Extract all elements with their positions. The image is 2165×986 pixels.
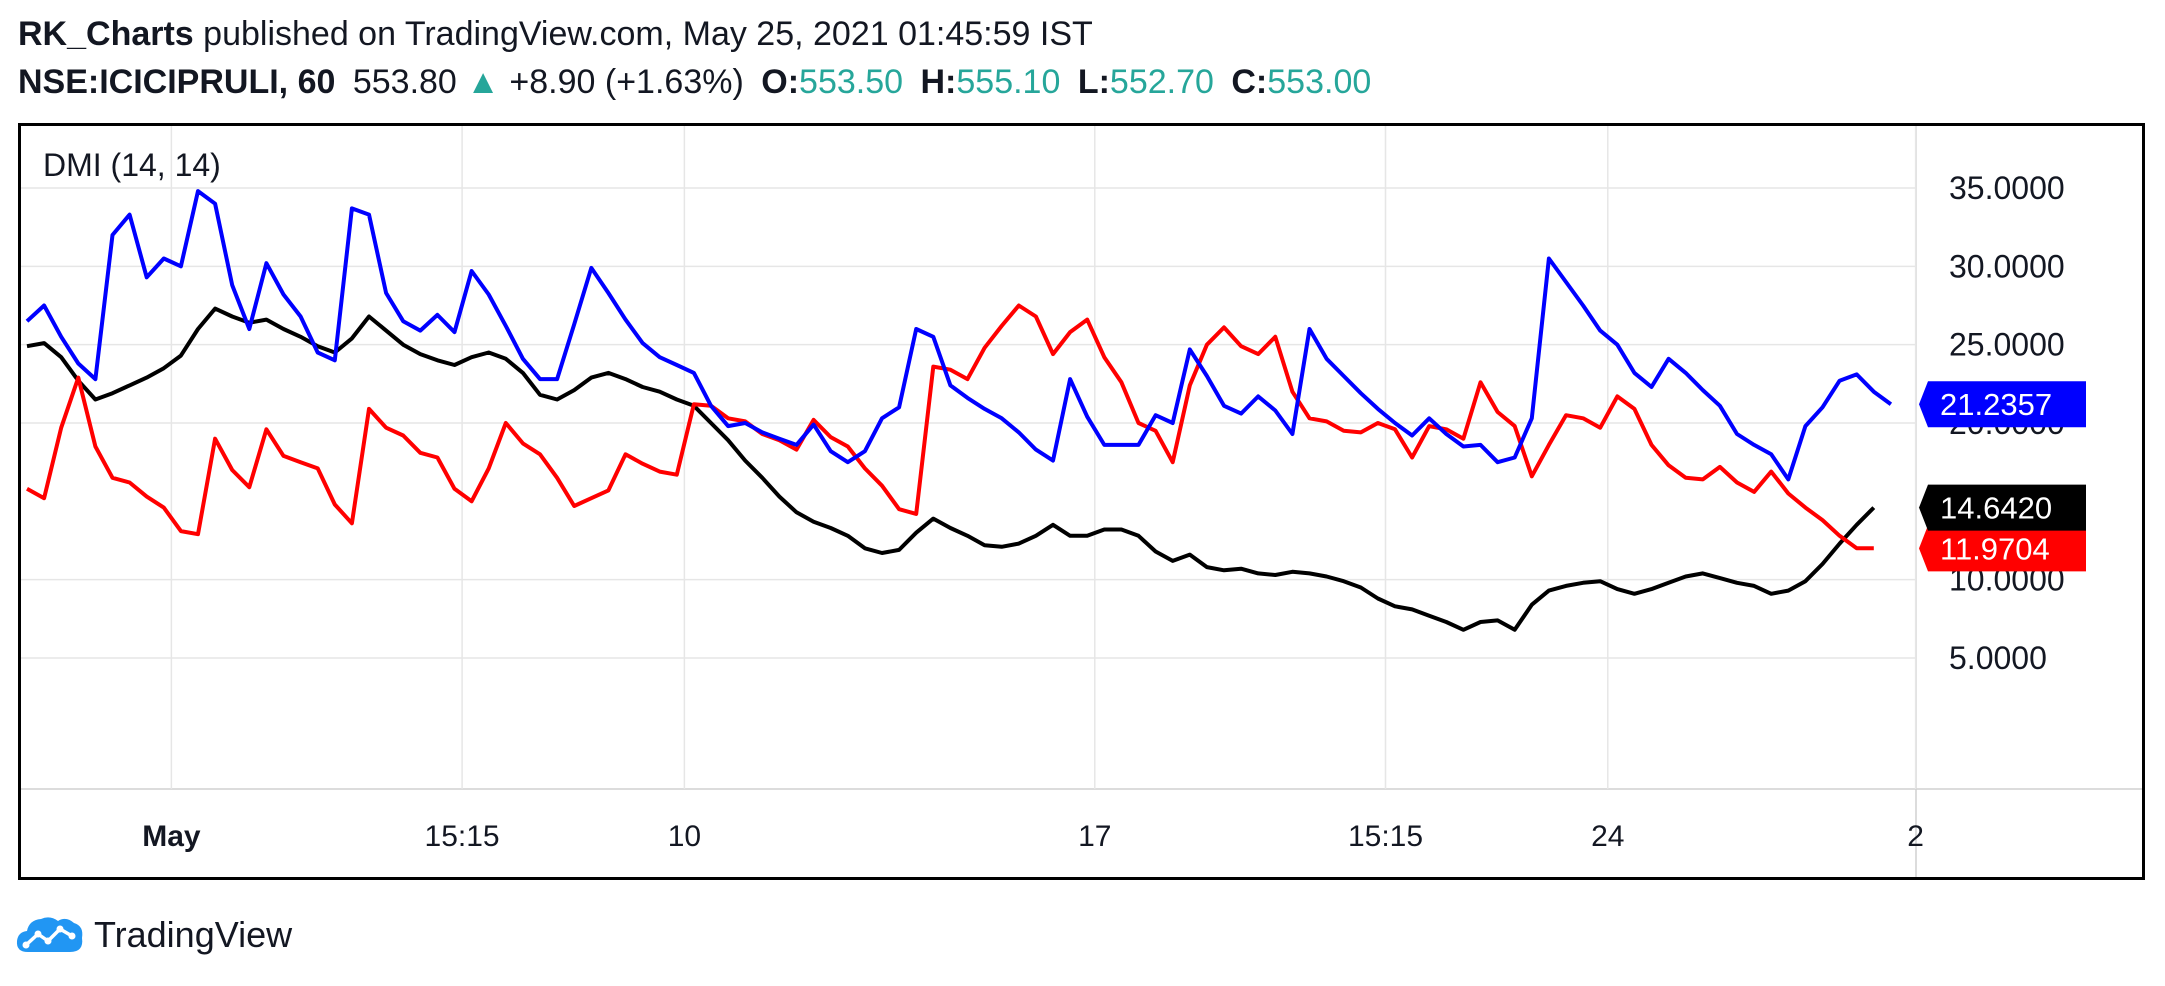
last-value-badges: 21.2357 11.9704 14.6420: [1919, 381, 2086, 572]
close-value: 553.00: [1267, 63, 1372, 101]
open-label: O:: [761, 63, 800, 101]
y-tick-label: 30.0000: [1949, 248, 2065, 284]
author-name[interactable]: RK_Charts: [18, 15, 194, 53]
x-tick-label: 24: [1591, 820, 1624, 853]
publish-line: RK_Charts published on TradingView.com, …: [18, 10, 1371, 58]
published-text: published on TradingView.com, May 25, 20…: [203, 15, 1093, 53]
chart-header: RK_Charts published on TradingView.com, …: [18, 10, 1371, 106]
tradingview-cloud-icon: [16, 917, 83, 952]
low-value: 552.70: [1109, 63, 1214, 101]
last-value-label: 11.9704: [1940, 531, 2050, 566]
low-label: L:: [1077, 63, 1110, 101]
high-value: 555.10: [956, 63, 1061, 101]
grid-lines: [21, 126, 2142, 877]
x-tick-label: 10: [668, 820, 701, 853]
dmi-chart[interactable]: 35.000030.000025.000020.000010.00005.000…: [21, 126, 2142, 877]
x-tick-label: 2: [1907, 820, 1924, 853]
y-tick-label: 25.0000: [1949, 327, 2065, 363]
series-line-adx[interactable]: [26, 306, 1876, 632]
footer-brand-text: TradingView: [94, 914, 293, 955]
series-line-plusminus-di[interactable]: [25, 189, 1893, 482]
high-label: H:: [920, 63, 957, 101]
footer-brand[interactable]: TradingView: [14, 910, 292, 960]
last-value-label: 21.2357: [1940, 387, 2052, 422]
indicator-title[interactable]: DMI (14, 14): [43, 147, 221, 183]
last-value-badge[interactable]: 11.9704: [1919, 525, 2086, 572]
x-tick-label: 15:15: [425, 820, 500, 853]
y-tick-label: 35.0000: [1949, 170, 2065, 206]
close-label: C:: [1231, 63, 1268, 101]
last-price: 553.80: [352, 63, 457, 101]
series-lines: [25, 189, 1893, 632]
x-tick-label: May: [142, 820, 201, 853]
x-axis[interactable]: May 15:15 10 17 15:15 24 2: [142, 820, 1924, 853]
up-arrow-icon: ▲: [466, 63, 500, 101]
chart-frame[interactable]: 35.000030.000025.000020.000010.00005.000…: [18, 123, 2145, 880]
x-tick-label: 17: [1078, 820, 1111, 853]
price-change: +8.90 (+1.63%): [509, 63, 744, 101]
x-tick-label: 15:15: [1348, 820, 1423, 853]
y-tick-label: 5.0000: [1949, 640, 2047, 676]
last-value-label: 14.6420: [1940, 491, 2052, 526]
symbol-label[interactable]: NSE:ICICIPRULI, 60: [18, 63, 336, 101]
open-value: 553.50: [799, 63, 904, 101]
last-value-badge[interactable]: 21.2357: [1919, 381, 2086, 428]
quote-line: NSE:ICICIPRULI, 60 553.80 ▲ +8.90 (+1.63…: [18, 58, 1371, 106]
series-line-minus-di[interactable]: [26, 303, 1874, 551]
last-value-badge[interactable]: 14.6420: [1919, 484, 2086, 531]
